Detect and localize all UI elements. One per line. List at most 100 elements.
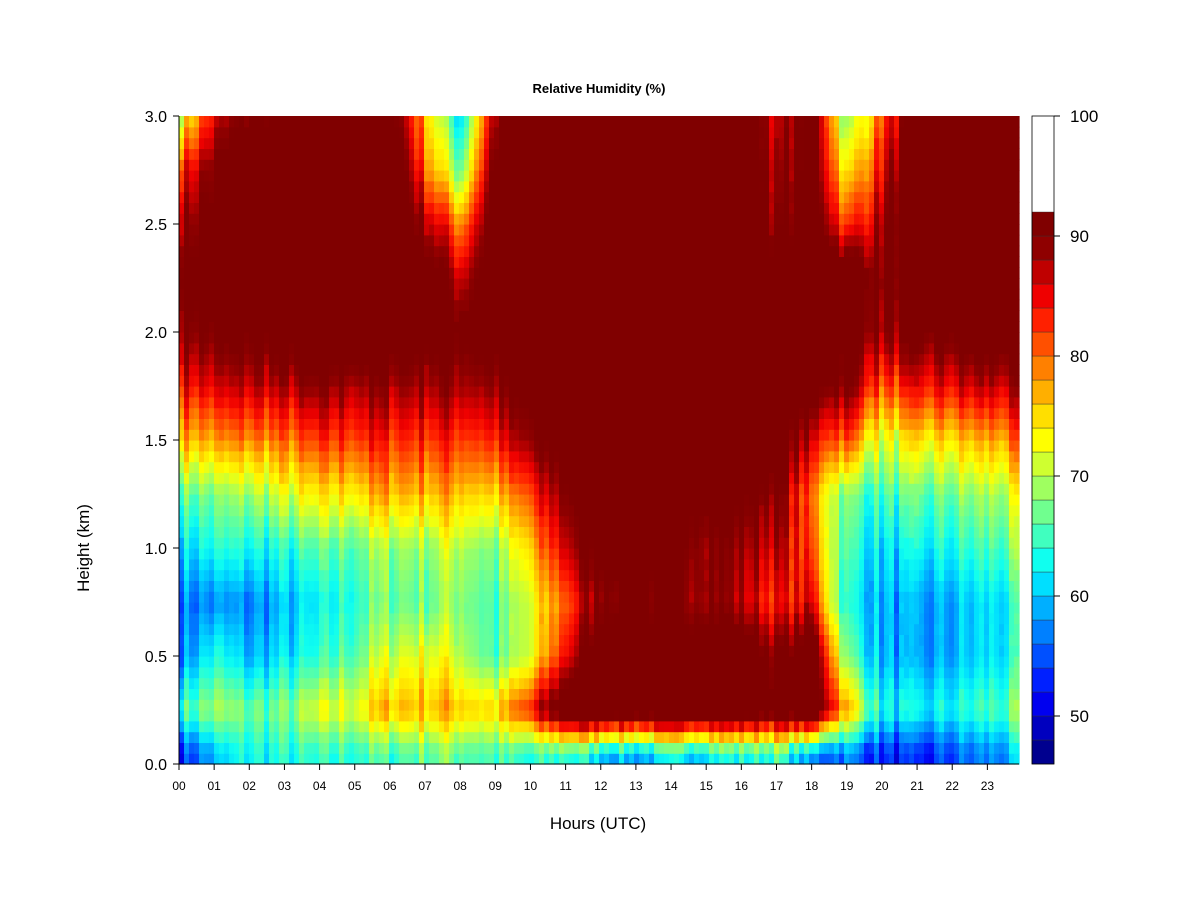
heatmap-cell [269,310,275,322]
heatmap-cell [459,483,465,495]
heatmap-cell [354,278,360,290]
heatmap-cell [199,191,205,203]
heatmap-cell [494,213,500,225]
heatmap-cell [504,180,510,193]
heatmap-cell [179,299,185,311]
heatmap-cell [504,440,510,452]
heatmap-cell [384,396,390,409]
heatmap-cell [239,299,245,311]
heatmap-cell [244,515,250,527]
heatmap-cell [349,504,355,517]
heatmap-cell [244,569,250,581]
heatmap-cell [469,418,475,430]
heatmap-cell [564,720,570,733]
heatmap-cell [499,159,505,171]
heatmap-cell [184,548,190,560]
heatmap-cell [439,396,445,409]
heatmap-cell [219,440,225,452]
heatmap-cell [569,634,575,646]
heatmap-cell [194,569,200,581]
heatmap-cell [304,429,310,441]
heatmap-cell [404,688,410,700]
heatmap-cell [489,623,495,635]
heatmap-cell [554,126,560,139]
heatmap-cell [204,407,210,419]
heatmap-cell [254,364,260,376]
heatmap-cell [309,288,315,301]
heatmap-cell [314,548,320,560]
heatmap-cell [224,299,230,311]
heatmap-cell [314,645,320,657]
heatmap-cell [554,267,560,279]
heatmap-cell [209,396,215,409]
heatmap-cell [534,440,540,452]
heatmap-cell [569,137,575,149]
heatmap-cell [249,191,255,203]
heatmap-cell [269,688,275,700]
heatmap-cell [419,710,425,722]
heatmap-cell [404,353,410,365]
heatmap-cell [304,494,310,506]
heatmap-cell [579,386,585,398]
heatmap-cell [289,364,295,376]
heatmap-cell [429,429,435,441]
heatmap-cell [344,461,350,473]
heatmap-cell [289,213,295,225]
heatmap-cell [204,537,210,549]
heatmap-cell [214,494,220,506]
heatmap-cell [419,159,425,171]
heatmap-cell [224,548,230,560]
heatmap-cell [369,364,375,376]
heatmap-cell [444,742,450,754]
heatmap-cell [269,569,275,581]
heatmap-cell [589,429,595,441]
heatmap-cell [389,191,395,203]
heatmap-cell [334,148,340,160]
heatmap-cell [349,472,355,484]
heatmap-cell [289,429,295,441]
heatmap-cell [464,224,470,236]
heatmap-cell [564,591,570,603]
heatmap-cell [219,569,225,581]
heatmap-cell [299,710,305,722]
heatmap-cell [224,191,230,203]
heatmap-cell [434,396,440,409]
heatmap-cell [479,180,485,193]
heatmap-cell [514,224,520,236]
heatmap-cell [429,558,435,571]
heatmap-cell [564,170,570,182]
heatmap-cell [309,321,315,333]
heatmap-cell [414,537,420,549]
heatmap-cell [279,396,285,409]
heatmap-cell [269,591,275,603]
heatmap-cell [419,612,425,625]
heatmap-cell [224,159,230,171]
heatmap-cell [409,612,415,625]
heatmap-cell [399,278,405,290]
heatmap-cell [369,440,375,452]
heatmap-cell [499,591,505,603]
heatmap-cell [504,342,510,355]
heatmap-cell [254,688,260,700]
heatmap-cell [234,677,240,689]
heatmap-cell [289,137,295,149]
heatmap-cell [294,472,300,484]
heatmap-cell [534,645,540,657]
heatmap-cell [534,515,540,527]
heatmap-cell [424,159,430,171]
heatmap-cell [284,472,290,484]
heatmap-cell [319,731,325,743]
heatmap-cell [314,418,320,430]
heatmap-cell [319,353,325,365]
heatmap-cell [439,494,445,506]
heatmap-cell [189,450,195,463]
heatmap-cell [309,656,315,668]
heatmap-cell [429,591,435,603]
heatmap-cell [454,191,460,203]
heatmap-cell [559,256,565,268]
heatmap-cell [459,623,465,635]
heatmap-cell [559,634,565,646]
heatmap-cell [534,180,540,193]
heatmap-cell [464,548,470,560]
heatmap-cell [479,494,485,506]
